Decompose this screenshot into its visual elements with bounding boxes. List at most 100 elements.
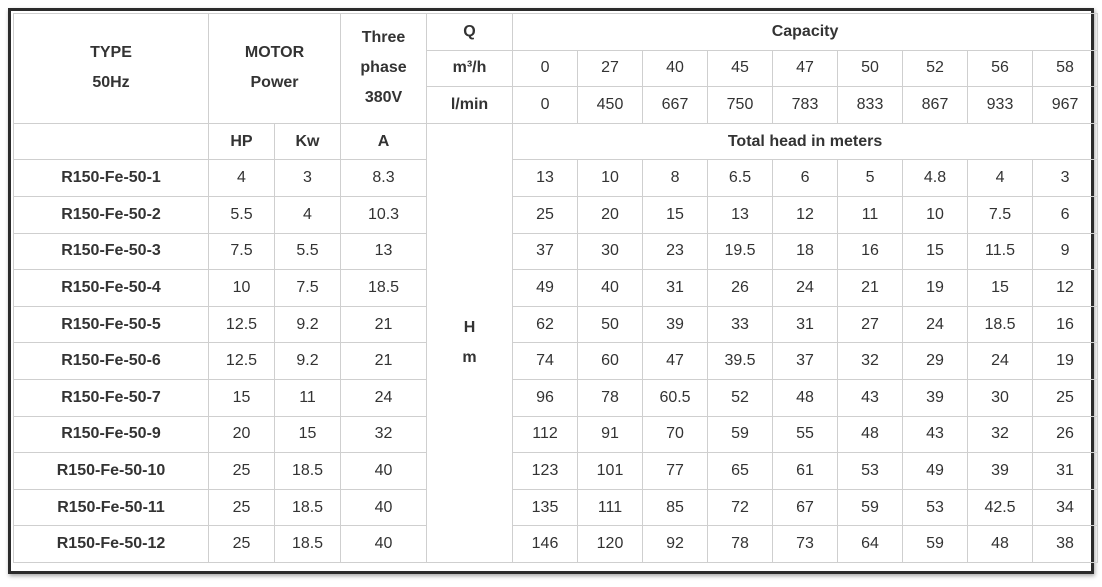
head-value-cell: 33 xyxy=(707,305,774,344)
head-value-cell: 40 xyxy=(577,269,644,307)
model-type-cell: R150-Fe-50-4 xyxy=(13,269,209,307)
hp-cell: 12.5 xyxy=(208,342,275,380)
amps-cell: 13 xyxy=(340,232,428,271)
m-label: m xyxy=(462,348,477,366)
motor-label: MOTOR xyxy=(244,44,305,62)
head-value-cell: 30 xyxy=(967,378,1034,417)
head-value-cell: 48 xyxy=(967,525,1034,563)
kw-cell: 9.2 xyxy=(273,342,342,380)
head-value-cell: 92 xyxy=(642,525,709,563)
kw-cell: 3 xyxy=(273,159,342,197)
table-frame: TYPE 50Hz MOTOR Power Three phase 380V Q… xyxy=(8,8,1099,574)
head-value-cell: 20 xyxy=(577,195,644,234)
hp-cell: 25 xyxy=(208,525,275,563)
head-value-cell: 111 xyxy=(577,488,644,527)
table-row: R150-Fe-50-1 4 3 8.3 13 10 8 6.5 6 5 4.8 4 3 xyxy=(13,159,1099,197)
power-label: Power xyxy=(250,74,299,92)
capacity-m3h-cell: 45 xyxy=(707,49,774,88)
header-row-1: TYPE 50Hz MOTOR Power Three phase 380V Q… xyxy=(13,13,1099,124)
head-value-cell: 77 xyxy=(642,452,709,490)
head-value-cell: 123 xyxy=(512,452,579,490)
q-header: Q xyxy=(426,13,514,51)
kw-cell: 18.5 xyxy=(273,452,342,490)
head-value-cell: 9 xyxy=(1032,232,1099,271)
head-value-cell: 19.5 xyxy=(707,232,774,271)
head-value-cell: 31 xyxy=(772,305,839,344)
head-value-cell: 78 xyxy=(707,525,774,563)
capacity-lmin-cell: 783 xyxy=(772,86,839,124)
table-row: R150-Fe-50-10 25 18.5 40 123 101 77 65 61 53 49 39 3… xyxy=(13,452,1099,490)
table-row: R150-Fe-50-9 20 15 32 112 91 70 59 55 48 43 32 26 xyxy=(13,415,1099,454)
capacity-m3h-cell: 52 xyxy=(902,49,969,88)
head-value-cell: 120 xyxy=(577,525,644,563)
hp-cell: 12.5 xyxy=(208,305,275,344)
type-header: TYPE 50Hz xyxy=(13,13,209,124)
head-value-cell: 53 xyxy=(837,452,904,490)
table-row: R150-Fe-50-7 15 11 24 96 78 60.5 52 48 43 39 30 25 xyxy=(13,378,1099,417)
head-value-cell: 39 xyxy=(902,378,969,417)
kw-cell: 11 xyxy=(273,378,342,417)
head-value-cell: 31 xyxy=(1032,452,1099,490)
head-value-cell: 55 xyxy=(772,415,839,454)
head-value-cell: 37 xyxy=(772,342,839,380)
capacity-lmin-cell: 967 xyxy=(1032,86,1099,124)
capacity-lmin-cell: 833 xyxy=(837,86,904,124)
head-value-cell: 8 xyxy=(642,159,709,197)
amps-cell: 40 xyxy=(340,488,428,527)
head-value-cell: 10 xyxy=(577,159,644,197)
head-value-cell: 18.5 xyxy=(967,305,1034,344)
model-type-cell: R150-Fe-50-2 xyxy=(13,195,209,234)
three-label: Three xyxy=(361,29,406,47)
head-value-cell: 21 xyxy=(837,269,904,307)
table-body: TYPE 50Hz MOTOR Power Three phase 380V Q… xyxy=(13,13,1099,563)
h-label: H xyxy=(463,318,476,336)
motor-power-header: MOTOR Power xyxy=(207,13,342,124)
head-value-cell: 27 xyxy=(837,305,904,344)
hz-label: 50Hz xyxy=(92,74,130,92)
capacity-lmin-cell: 667 xyxy=(642,86,709,124)
head-value-cell: 70 xyxy=(642,415,709,454)
table-row: R150-Fe-50-3 7.5 5.5 13 37 30 23 19.5 18 16 15 11.5… xyxy=(13,232,1099,271)
head-value-cell: 6.5 xyxy=(707,159,774,197)
amps-header: A xyxy=(340,122,428,161)
head-value-cell: 39 xyxy=(967,452,1034,490)
head-value-cell: 12 xyxy=(772,195,839,234)
table-row: R150-Fe-50-4 10 7.5 18.5 49 40 31 26 24 21 19 15 12 xyxy=(13,269,1099,307)
kw-cell: 18.5 xyxy=(273,525,342,563)
capacity-m3h-cell: 58 xyxy=(1032,49,1099,88)
hp-cell: 25 xyxy=(208,452,275,490)
head-value-cell: 43 xyxy=(902,415,969,454)
capacity-lmin-cell: 0 xyxy=(512,86,579,124)
capacity-lmin-cell: 867 xyxy=(902,86,969,124)
head-value-cell: 91 xyxy=(577,415,644,454)
head-value-cell: 26 xyxy=(707,269,774,307)
amps-cell: 24 xyxy=(340,378,428,417)
model-type-cell: R150-Fe-50-1 xyxy=(13,159,209,197)
model-type-cell: R150-Fe-50-3 xyxy=(13,232,209,271)
head-value-cell: 43 xyxy=(837,378,904,417)
capacity-lmin-row: l/min 0 450 667 750 783 833 867 933 967 xyxy=(14,86,1099,124)
head-value-cell: 39.5 xyxy=(707,342,774,380)
model-type-cell: R150-Fe-50-6 xyxy=(13,342,209,380)
amps-cell: 21 xyxy=(340,305,428,344)
kw-header: Kw xyxy=(273,122,342,161)
head-value-cell: 62 xyxy=(512,305,579,344)
amps-cell: 18.5 xyxy=(340,269,428,307)
head-value-cell: 61 xyxy=(772,452,839,490)
head-value-cell: 11.5 xyxy=(967,232,1034,271)
head-value-cell: 4.8 xyxy=(902,159,969,197)
phase-label: phase xyxy=(360,59,407,77)
hp-header: HP xyxy=(208,122,275,161)
head-value-cell: 16 xyxy=(1032,305,1099,344)
head-value-cell: 50 xyxy=(577,305,644,344)
head-value-cell: 24 xyxy=(967,342,1034,380)
head-value-cell: 112 xyxy=(512,415,579,454)
head-value-cell: 25 xyxy=(1032,378,1099,417)
head-value-cell: 48 xyxy=(772,378,839,417)
type-label: TYPE xyxy=(90,44,132,62)
table-row: R150-Fe-50-2 5.5 4 10.3 25 20 15 13 12 11 10 7.5 6 xyxy=(13,195,1099,234)
model-type-cell: R150-Fe-50-12 xyxy=(13,525,209,563)
amps-cell: 8.3 xyxy=(340,159,428,197)
hp-cell: 4 xyxy=(208,159,275,197)
lmin-unit-label: l/min xyxy=(426,86,514,124)
